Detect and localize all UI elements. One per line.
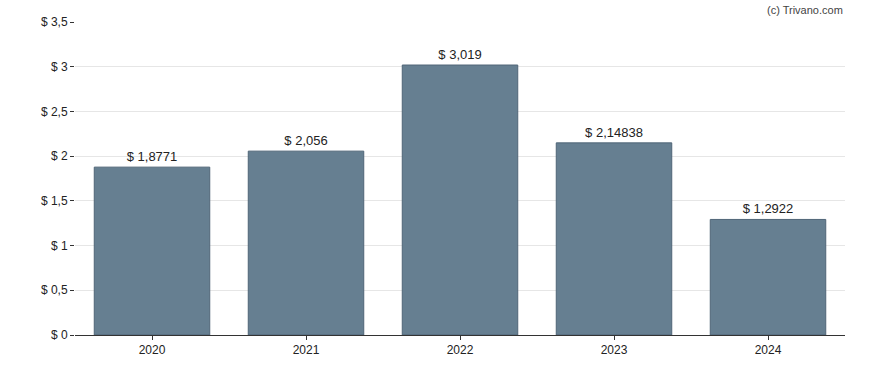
svg-text:$ 3,019: $ 3,019 — [438, 47, 481, 62]
svg-text:$ 2,056: $ 2,056 — [284, 133, 327, 148]
svg-text:2021: 2021 — [293, 343, 320, 357]
svg-text:$ 1,5: $ 1,5 — [41, 194, 68, 208]
svg-text:$ 0: $ 0 — [51, 328, 68, 342]
svg-text:$ 1,8771: $ 1,8771 — [127, 149, 178, 164]
svg-text:$ 2,14838: $ 2,14838 — [585, 125, 643, 140]
svg-text:$ 1: $ 1 — [51, 239, 68, 253]
svg-text:2023: 2023 — [601, 343, 628, 357]
svg-text:(c) Trivano.com: (c) Trivano.com — [767, 4, 843, 16]
svg-text:$ 2,5: $ 2,5 — [41, 105, 68, 119]
svg-text:$ 1,2922: $ 1,2922 — [743, 201, 794, 216]
svg-text:2022: 2022 — [447, 343, 474, 357]
svg-text:2024: 2024 — [755, 343, 782, 357]
svg-text:$ 3: $ 3 — [51, 60, 68, 74]
svg-text:$ 3,5: $ 3,5 — [41, 15, 68, 29]
svg-text:$ 0,5: $ 0,5 — [41, 283, 68, 297]
svg-text:$ 2: $ 2 — [51, 149, 68, 163]
svg-text:2020: 2020 — [139, 343, 166, 357]
